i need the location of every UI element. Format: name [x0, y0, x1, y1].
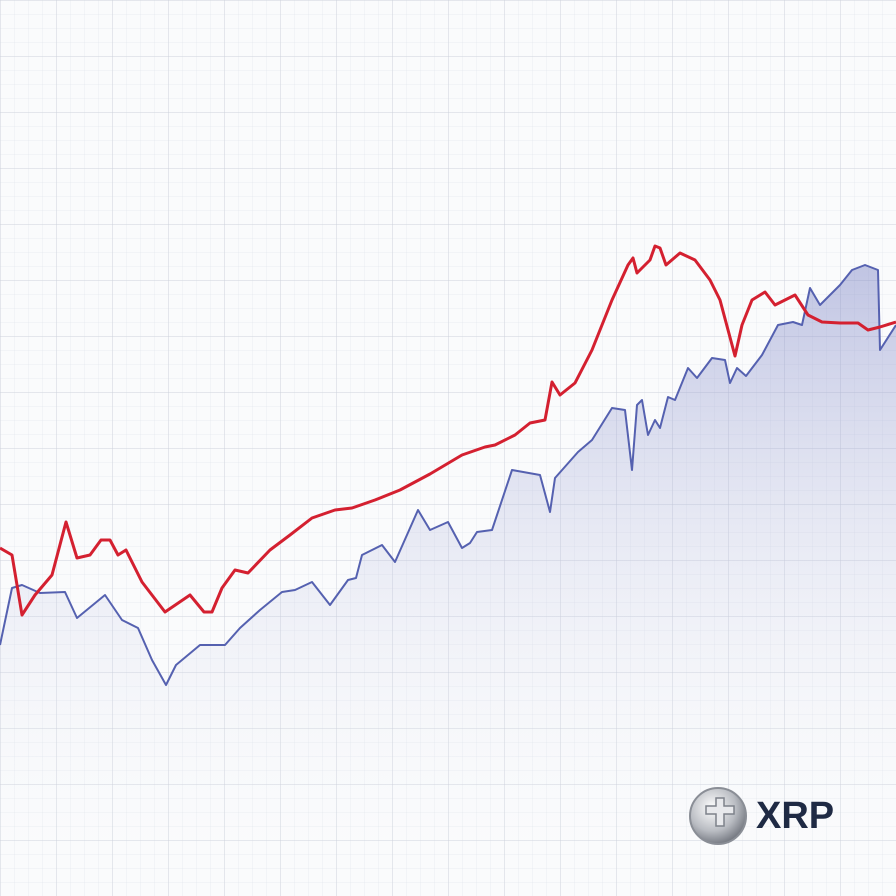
line: [0, 264, 896, 686]
area: [0, 265, 896, 896]
logo: XRP: [689, 787, 834, 845]
logo-text: XRP: [756, 795, 834, 837]
line: [0, 244, 896, 617]
logo-glyph: [705, 797, 735, 827]
